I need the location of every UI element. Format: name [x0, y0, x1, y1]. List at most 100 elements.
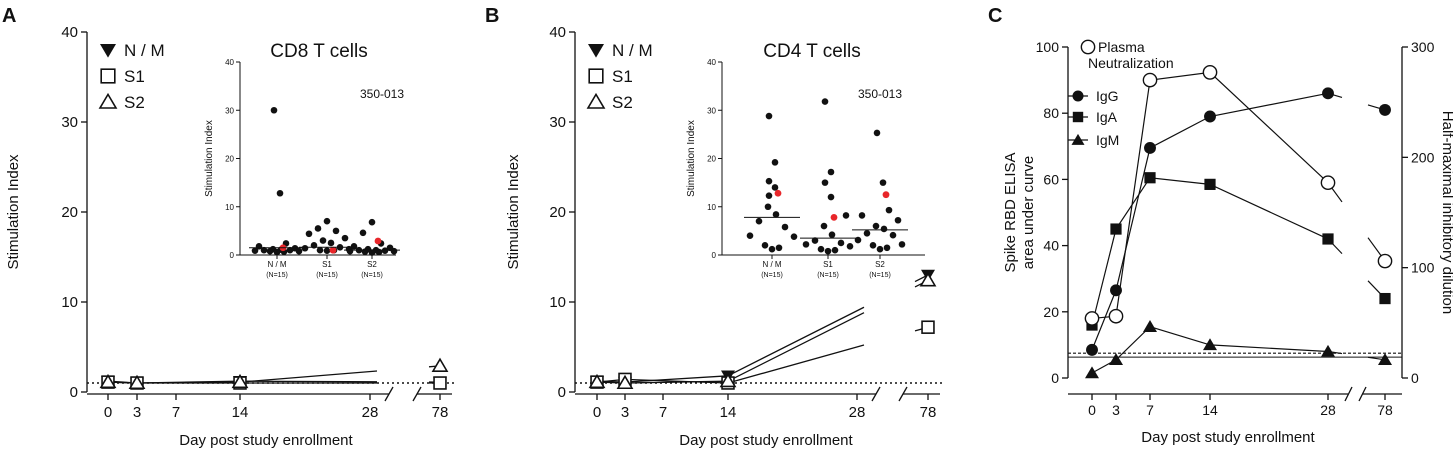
panel-c-series-igg-line-late [1327, 92, 1386, 111]
panel-a-inset-y-tick-label: 0 [230, 251, 235, 260]
panel-a-x-tick-label: 78 [432, 404, 449, 421]
panel-b-y-tick-label: 0 [558, 384, 566, 401]
panel-a-inset-point [276, 189, 284, 197]
panel-b-inset-group-label: S2 [875, 260, 885, 269]
panel-a-inset-point [305, 230, 313, 238]
panel-c-point-igg [1204, 110, 1216, 123]
panel-b-inset-highlight-point [882, 191, 890, 199]
panel-a-inset-point [390, 247, 398, 255]
panel-c-y-tick-label-right: 0 [1411, 370, 1419, 386]
panel-b-inset-point [854, 236, 862, 244]
panel-a-inset-point [368, 218, 376, 226]
panel-c-y-tick-label-left: 100 [1036, 39, 1060, 55]
panel-c-point-igg [1322, 87, 1334, 100]
panel-c-point-igg [1144, 142, 1156, 154]
panel-b-legend: N / M S1 S2 [586, 41, 653, 112]
panel-b-point-s2 [588, 373, 606, 389]
panel-b-inset-point [858, 212, 866, 219]
panel-a-label: A [2, 5, 16, 27]
panel-c-x-tick-label: 3 [1112, 402, 1120, 418]
panel-b-inset-point [831, 246, 839, 254]
panel-a-inset-y-tick-label: 10 [225, 203, 234, 212]
panel-b-inset-point [781, 223, 789, 231]
panel-c-legend-marker-plasma-neutralization [1080, 39, 1096, 55]
panel-a-inset-point [273, 248, 281, 256]
panel-a-inset-y-axis-title: Stimulation Index [204, 120, 215, 197]
panel-a-inset-point [295, 247, 303, 255]
panel-b-point-s2 [719, 372, 737, 388]
panel-b-inset-point [746, 232, 754, 239]
panel-c-axis-break-mark [1344, 386, 1353, 402]
panel-c-series-igm-line-late [1327, 350, 1386, 361]
panel-c-y-tick-label-left: 0 [1051, 370, 1059, 386]
panel-a-inset-point [332, 227, 340, 235]
panel-b-inset-point [764, 203, 772, 211]
panel-c-y-axis-title-line1: Spike RBD ELISA [1002, 152, 1019, 272]
panel-b-axis-break-mark [871, 386, 881, 402]
panel-b-inset: CD4 T cells 350-013 Stimulation Index 0 10 20… [686, 41, 925, 279]
panel-b-inset-point [846, 243, 854, 250]
panel-b-legend-marker-s2 [586, 92, 606, 109]
panel-b-point-s2 [919, 272, 937, 287]
panel-a-point-s2 [99, 373, 117, 389]
panel-b-inset-y-tick-label: 10 [707, 203, 716, 212]
panel-c-y-tick-label-right: 200 [1411, 149, 1435, 165]
panel-a-point-s2 [231, 373, 249, 389]
panel-a-inset-point [270, 106, 278, 114]
panel-c-point-plasma-neutralization [1320, 175, 1336, 191]
panel-a-x-tick-label: 28 [362, 404, 379, 421]
panel-c-x-tick-label: 7 [1146, 402, 1154, 418]
panel-a-inset-point [316, 246, 324, 254]
panel-c-point-iga [1322, 233, 1334, 245]
panel-c-legend-marker-igg [1072, 90, 1084, 102]
panel-b-y-tick-label: 40 [549, 24, 566, 41]
panel-b-inset-point [772, 211, 780, 218]
panel-a-inset-y-tick-label: 20 [225, 155, 234, 164]
panel-a-series-s2-line-late [239, 365, 441, 383]
panel-c-legend-label: Neutralization [1088, 55, 1174, 71]
panel-a-inset-group-label: S2 [367, 260, 377, 269]
panel-c: C Spike RBD ELISA area under curve Half-… [988, 5, 1453, 446]
panel-c-point-igm [1143, 320, 1157, 332]
panel-c-y-tick-label-right: 100 [1411, 260, 1435, 276]
panel-a-x-tick-label: 7 [172, 404, 180, 421]
panel-b-legend-label: S2 [612, 93, 633, 112]
panel-b-inset-point [885, 206, 893, 214]
panel-c-x-tick-label: 14 [1202, 402, 1218, 418]
panel-a: A Stimulation Index Day post study enrol… [2, 5, 454, 449]
panel-c-point-plasma-neutralization [1202, 65, 1218, 80]
panel-c-legend-label: Plasma [1098, 39, 1145, 55]
panel-c-point-iga [1144, 172, 1156, 184]
panel-b-inset-point [869, 242, 877, 249]
panel-b-y-tick-label: 20 [549, 204, 566, 221]
panel-b-inset-point [802, 241, 810, 248]
panel-a-x-tick-label: 3 [133, 404, 141, 421]
panel-a-legend: N / M S1 S2 [98, 41, 165, 112]
panel-c-series-plasma-neutralization-line-late [1327, 182, 1386, 262]
panel-b-inset-point [765, 177, 773, 185]
panel-b-inset-point [765, 112, 773, 120]
panel-b-inset-y-axis-title: Stimulation Index [686, 120, 697, 197]
panel-b-y-axis-title: Stimulation Index [505, 154, 522, 270]
panel-c-series-iga-line [1091, 177, 1329, 326]
panel-c-x-tick-label: 28 [1320, 402, 1336, 418]
panel-b-series-s1-line-late [727, 326, 929, 384]
panel-c-point-iga [1204, 178, 1216, 190]
panel-c-point-iga [1379, 292, 1391, 305]
panel-a-inset-annotation: 350-013 [360, 87, 404, 101]
panel-b-inset-group-n: (N=15) [869, 272, 891, 279]
panel-c-legend-label: IgA [1096, 109, 1118, 125]
panel-b-inset-point [876, 245, 884, 253]
panel-b-inset-point [771, 159, 779, 166]
panel-b-legend-label: N / M [612, 41, 653, 60]
panel-b-x-tick-label: 78 [920, 404, 937, 421]
panel-c-point-igg [1086, 343, 1098, 356]
panel-a-axis-break-mark [412, 386, 422, 402]
panel-a-legend-marker-s1 [100, 68, 116, 84]
panel-a-inset-highlight-point [329, 246, 337, 254]
panel-a-inset-y-tick-label: 40 [225, 58, 234, 67]
panel-a-x-axis-title: Day post study enrollment [179, 432, 353, 449]
panel-a-point-s2 [431, 357, 449, 372]
panel-b-inset-point [824, 247, 832, 255]
panel-a-inset-title: CD8 T cells [270, 41, 368, 62]
